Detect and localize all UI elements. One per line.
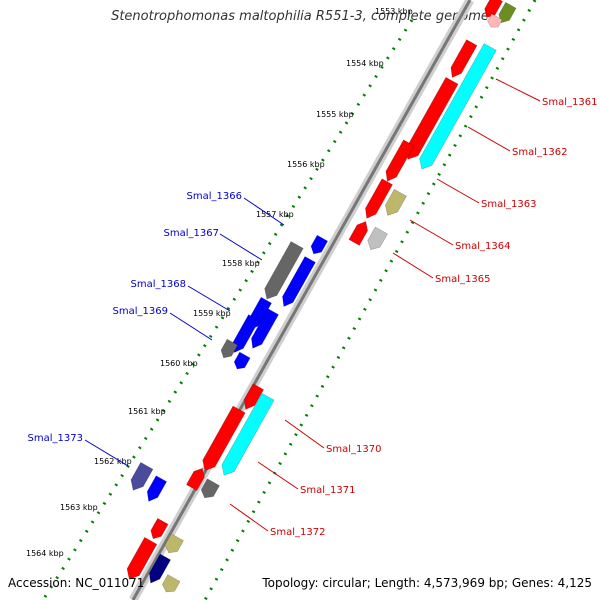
gene-label: Smal_1370 xyxy=(284,419,381,455)
svg-text:Smal_1361: Smal_1361 xyxy=(542,97,597,108)
genome-summary-text: Topology: circular; Length: 4,573,969 bp… xyxy=(262,576,592,590)
gene-reverse xyxy=(310,234,329,255)
gene-forward xyxy=(126,536,158,580)
tick-line-inner xyxy=(203,0,537,600)
tick-label: 1556 kbp xyxy=(287,160,325,169)
gene-label: Smal_1365 xyxy=(392,252,490,285)
svg-text:Smal_1372: Smal_1372 xyxy=(270,527,325,538)
gene-forward xyxy=(385,188,407,216)
tick-label: 1554 kbp xyxy=(346,59,384,68)
gene-reverse xyxy=(130,461,154,491)
svg-text:Smal_1363: Smal_1363 xyxy=(481,199,536,210)
svg-text:Smal_1367: Smal_1367 xyxy=(164,228,219,239)
gene-forward xyxy=(243,383,264,410)
gene-forward xyxy=(149,553,171,584)
gene-forward xyxy=(484,0,504,18)
backbone-line xyxy=(131,0,472,600)
gene-reverse xyxy=(264,241,304,300)
gene-reverse xyxy=(233,351,251,370)
tick-label: 1562 kbp xyxy=(94,457,132,466)
gene-forward xyxy=(367,226,388,250)
gene-reverse xyxy=(220,338,239,359)
tick-layer: 1553 kbp 1554 kbp 1555 kbp 1556 kbp 1557 kbp… xyxy=(26,0,537,600)
gene-forward xyxy=(202,405,246,471)
gene-forward xyxy=(221,392,275,476)
gene-forward xyxy=(419,43,497,170)
gene-label: Smal_1368 xyxy=(131,279,231,312)
gene-forward xyxy=(200,478,220,499)
tick-label: 1557 kbp xyxy=(256,210,294,219)
gene-forward xyxy=(385,139,415,182)
gene-forward xyxy=(161,574,181,593)
tick-label: 1564 kbp xyxy=(26,549,64,558)
tick-label: 1558 kbp xyxy=(222,259,260,268)
gene-label: Smal_1361 xyxy=(495,78,597,108)
tick-label: 1560 kbp xyxy=(160,359,198,368)
svg-text:Smal_1370: Smal_1370 xyxy=(326,444,381,455)
svg-text:Smal_1371: Smal_1371 xyxy=(300,485,355,496)
svg-text:Smal_1365: Smal_1365 xyxy=(435,274,490,285)
svg-text:Smal_1368: Smal_1368 xyxy=(131,279,186,290)
svg-text:Smal_1364: Smal_1364 xyxy=(455,241,510,252)
map-title: Stenotrophomonas maltophilia R551-3, com… xyxy=(111,9,489,24)
gene-forward xyxy=(164,533,184,554)
svg-text:Smal_1373: Smal_1373 xyxy=(28,433,83,444)
gene-label: Smal_1363 xyxy=(436,178,536,210)
gene-reverse xyxy=(251,308,279,349)
svg-text:Smal_1369: Smal_1369 xyxy=(113,306,168,317)
genes-layer xyxy=(126,0,517,593)
gene-label: Smal_1364 xyxy=(409,219,510,252)
gene-forward xyxy=(185,468,205,491)
accession-text: Accession: NC_011071 xyxy=(8,576,145,590)
gene-reverse xyxy=(282,256,316,307)
gene-label: Smal_1369 xyxy=(113,306,213,341)
gene-forward xyxy=(487,13,503,28)
gene-label: Smal_1367 xyxy=(164,228,263,261)
gene-forward xyxy=(450,39,478,78)
gene-reverse xyxy=(146,475,167,502)
gene-forward xyxy=(150,517,169,540)
gene-label: Smal_1362 xyxy=(467,126,567,158)
tick-label: 1553 kbp xyxy=(375,7,413,16)
tick-line-outer xyxy=(41,19,414,600)
tick-label: 1559 kbp xyxy=(193,309,231,318)
gene-label: Smal_1371 xyxy=(257,461,355,496)
labels-layer: Smal_1361 Smal_1362 Smal_1363 Smal_1364 Smal… xyxy=(28,78,597,538)
tick-label: 1563 kbp xyxy=(60,503,98,512)
gene-label: Smal_1372 xyxy=(229,503,325,538)
svg-text:Smal_1366: Smal_1366 xyxy=(187,191,242,202)
tick-label: 1555 kbp xyxy=(316,110,354,119)
gene-forward xyxy=(348,221,368,246)
gene-label: Smal_1366 xyxy=(187,191,285,226)
backbone-layer xyxy=(129,0,474,600)
tick-label: 1561 kbp xyxy=(128,407,166,416)
svg-text:Smal_1362: Smal_1362 xyxy=(512,147,567,158)
gene-forward xyxy=(365,178,393,219)
gene-label: Smal_1373 xyxy=(28,433,129,467)
